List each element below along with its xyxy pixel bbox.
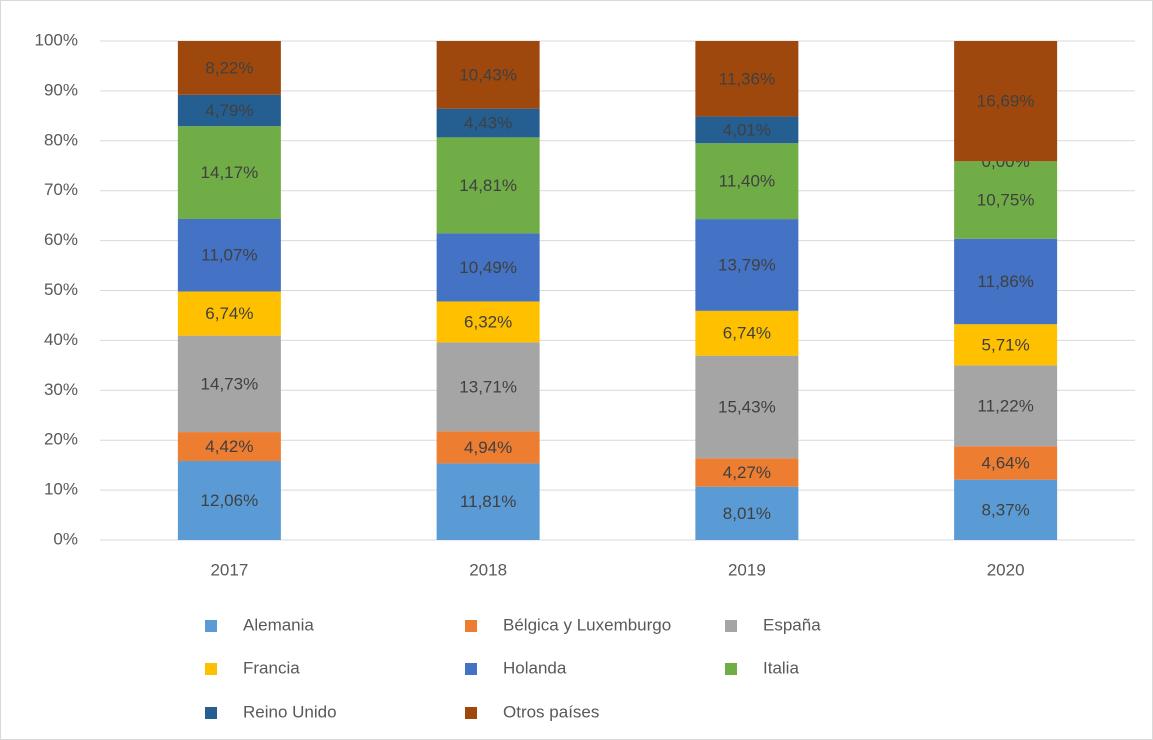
legend-label: Holanda [503,658,567,677]
bar-label: 11,36% [719,69,775,88]
bar-segment [177,461,281,540]
bar-label: 4,79% [205,101,253,120]
y-tick-label: 20% [44,430,78,449]
bar-segment [177,335,281,433]
bar-label: 12,06% [201,491,259,510]
legend-label: Otros países [503,702,599,721]
bar-label: 11,86% [977,272,1033,291]
bar-segment [695,219,799,311]
x-tick-label: 2018 [469,560,507,579]
bar-segment [695,310,799,356]
legend-swatch [465,620,477,632]
y-tick-label: 30% [44,380,78,399]
bar-segment [177,41,281,95]
bar-label: 10,75% [977,191,1035,210]
bar-label: 4,01% [723,120,771,139]
bar-label: 4,64% [982,453,1030,472]
y-tick-label: 70% [44,180,78,199]
bar-label: 4,43% [464,113,512,132]
bar-label: 8,01% [723,504,771,523]
legend-swatch [725,663,737,675]
bar-label: 14,17% [201,163,259,182]
bar-segment [436,463,540,540]
bar-label: 5,71% [982,335,1030,354]
bar-segment [436,108,540,138]
y-tick-label: 100% [35,30,78,49]
y-tick-label: 80% [44,130,78,149]
bar-segment [695,41,799,117]
legend-label: Italia [763,658,799,677]
bar-segment [954,365,1058,447]
bar-segment [695,143,799,220]
bar-label: 6,32% [464,312,512,331]
bar-label: 11,81% [460,492,516,511]
bar-label: 11,07% [201,246,257,265]
bar-label: 14,81% [459,176,517,195]
legend-label: Bélgica y Luxemburgo [503,615,671,634]
bar-segment [695,458,799,487]
legend-label: Francia [243,658,300,677]
bar-segment [954,161,1058,239]
bar-label: 16,69% [977,92,1035,111]
y-tick-label: 50% [44,280,78,299]
bar-segment [436,41,540,109]
bar-segment [954,479,1058,540]
bar-label: 6,74% [205,304,253,323]
bar-segment [954,446,1058,480]
bar-label: 10,49% [459,258,517,277]
y-tick-label: 10% [44,480,78,499]
bar-label: 8,22% [205,58,253,77]
bar-label: 4,27% [723,463,771,482]
bar-segment [695,486,799,540]
bar-segment [954,324,1058,366]
legend-label: Alemania [243,615,314,634]
bar-segment [177,432,281,462]
bar-segment [436,301,540,343]
bar-segment [436,342,540,432]
bar-label: 8,37% [982,500,1030,519]
legend-swatch [205,620,217,632]
y-tick-label: 0% [53,529,78,548]
bar-label: 6,74% [723,324,771,343]
x-tick-label: 2017 [210,560,248,579]
legend-label: España [763,615,821,634]
y-tick-label: 40% [44,330,78,349]
bar-segment [177,291,281,336]
bar-label: 4,42% [205,437,253,456]
bar-segment [436,431,540,464]
legend-swatch [465,663,477,675]
bar-segment [436,137,540,234]
bar-segment [954,238,1058,325]
bar-label: 4,94% [464,438,512,457]
bar-label: 15,43% [718,397,776,416]
bar-label: 10,43% [459,65,517,84]
legend-swatch [465,707,477,719]
bar-label: 11,22% [977,396,1033,415]
bar-segment [177,218,281,292]
legend-swatch [205,707,217,719]
bar-segment [436,233,540,302]
y-tick-label: 90% [44,80,78,99]
bar-segment [954,41,1058,162]
bar-segment [695,355,799,459]
bar-label: 11,40% [719,172,775,191]
bar-segment [177,126,281,219]
x-tick-label: 2020 [987,560,1025,579]
bar-label: 13,79% [718,255,776,274]
x-tick-label: 2019 [728,560,766,579]
legend-swatch [205,663,217,675]
bar-segment [177,94,281,127]
bar-segment [695,116,799,144]
legend-swatch [725,620,737,632]
bar-label: 13,71% [459,377,517,396]
legend-label: Reino Unido [243,702,337,721]
y-tick-label: 60% [44,230,78,249]
bar-label: 14,73% [201,374,259,393]
